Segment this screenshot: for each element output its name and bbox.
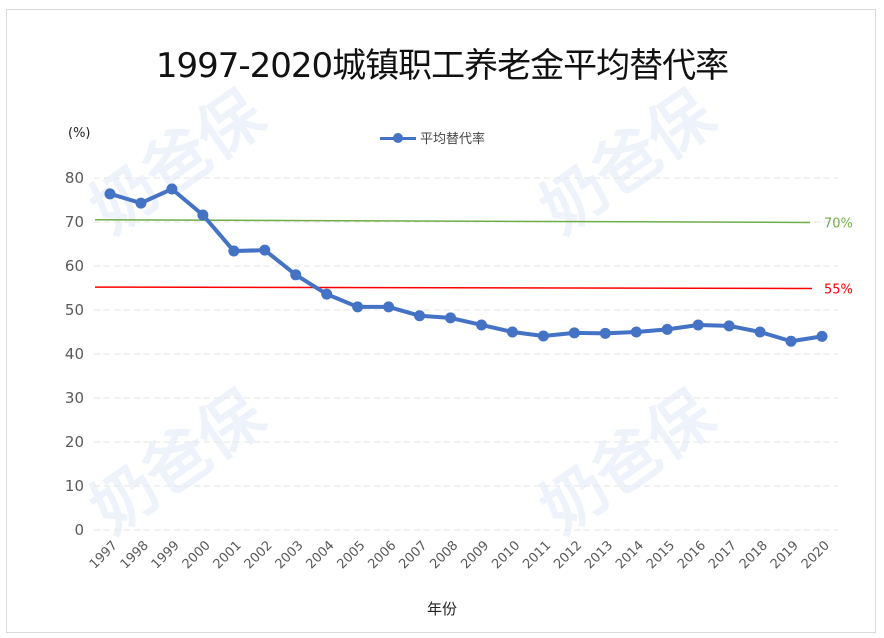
x-tick-label: 2012	[551, 538, 585, 572]
data-point[interactable]	[352, 301, 364, 313]
y-tick-label: 80	[65, 169, 84, 187]
y-tick-label: 20	[65, 433, 84, 451]
data-point[interactable]	[568, 327, 580, 339]
data-point[interactable]	[475, 319, 487, 331]
x-tick-label: 2019	[768, 538, 802, 572]
legend-label: 平均替代率	[420, 132, 486, 147]
data-point[interactable]	[630, 326, 642, 338]
data-point[interactable]	[599, 327, 611, 339]
x-tick-label: 2013	[582, 538, 616, 572]
data-point[interactable]	[692, 319, 704, 331]
reference-label-55: 55%	[824, 282, 853, 297]
legend: 平均替代率	[380, 128, 485, 147]
x-tick-label: 2005	[334, 538, 368, 572]
data-point[interactable]	[290, 269, 302, 281]
series-line	[109, 187, 823, 344]
data-point[interactable]	[754, 326, 766, 338]
y-tick-label: 60	[65, 257, 84, 275]
data-point[interactable]	[414, 310, 426, 322]
reference-label-70: 70%	[824, 216, 853, 231]
x-tick-label: 2020	[799, 538, 833, 572]
data-point[interactable]	[321, 288, 333, 300]
data-point[interactable]	[197, 209, 209, 221]
data-point[interactable]	[445, 312, 457, 324]
data-point[interactable]	[537, 330, 549, 342]
x-tick-label: 2017	[706, 538, 740, 572]
x-tick-label: 1999	[149, 538, 183, 572]
watermark: 奶爸保	[528, 377, 729, 548]
y-tick-label: 40	[65, 345, 84, 363]
chart-title: 1997-2020城镇职工养老金平均替代率	[155, 46, 729, 86]
x-tick-label: 1997	[87, 538, 121, 572]
x-tick-label: 2015	[644, 538, 678, 572]
x-tick-label: 2007	[396, 538, 430, 572]
y-tick-label: 50	[65, 301, 84, 319]
x-tick-label: 2001	[211, 538, 245, 572]
data-point[interactable]	[723, 320, 735, 332]
data-point[interactable]	[506, 326, 518, 338]
reference-line-70	[94, 219, 811, 224]
x-tick-label: 2010	[489, 538, 523, 572]
data-point[interactable]	[259, 244, 271, 256]
y-tick-label: 70	[65, 213, 84, 231]
x-tick-label: 2004	[304, 538, 338, 572]
data-point[interactable]	[166, 183, 178, 195]
y-tick-label: 10	[65, 477, 84, 495]
x-tick-label: 2011	[520, 538, 554, 572]
x-tick-label: 2018	[737, 538, 771, 572]
x-tick-label: 2009	[458, 538, 492, 572]
data-point[interactable]	[661, 323, 673, 335]
y-axis-unit: (%)	[68, 126, 91, 141]
data-point[interactable]	[228, 245, 240, 257]
x-tick-label: 2014	[613, 538, 647, 572]
x-tick-label: 2003	[273, 538, 307, 572]
x-tick-label: 2008	[427, 538, 461, 572]
watermark: 奶爸保	[78, 377, 279, 548]
legend-line-marker-icon	[380, 131, 416, 145]
x-tick-label: 2016	[675, 538, 709, 572]
y-tick-label: 30	[65, 389, 84, 407]
data-point[interactable]	[135, 197, 147, 209]
x-tick-label: 2006	[365, 538, 399, 572]
y-tick-label: 0	[74, 521, 84, 539]
reference-line-55	[94, 286, 813, 290]
x-tick-label: 2002	[242, 538, 276, 572]
data-point[interactable]	[104, 188, 116, 200]
data-point[interactable]	[383, 301, 395, 313]
data-point[interactable]	[816, 330, 828, 342]
x-tick-label: 2000	[180, 538, 214, 572]
data-point[interactable]	[785, 335, 797, 347]
x-axis-title: 年份	[426, 600, 457, 618]
